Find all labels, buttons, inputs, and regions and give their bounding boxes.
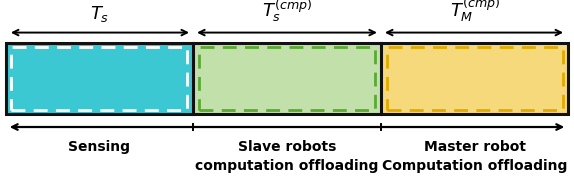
- Text: Sensing: Sensing: [68, 140, 130, 154]
- Bar: [11, 47, 188, 110]
- Text: computation offloading: computation offloading: [195, 159, 379, 173]
- Text: Slave robots: Slave robots: [238, 140, 336, 154]
- Bar: [386, 47, 563, 110]
- Text: Master robot: Master robot: [424, 140, 526, 154]
- Bar: [6, 43, 193, 114]
- Text: $T_M^{(cmp)}$: $T_M^{(cmp)}$: [450, 0, 500, 24]
- Bar: [6, 43, 568, 114]
- Text: $T_s^{(cmp)}$: $T_s^{(cmp)}$: [262, 0, 312, 24]
- Bar: [381, 43, 568, 114]
- Text: Computation offloading: Computation offloading: [382, 159, 568, 173]
- Text: $T_s$: $T_s$: [90, 4, 109, 24]
- Bar: [193, 43, 381, 114]
- Bar: [199, 47, 375, 110]
